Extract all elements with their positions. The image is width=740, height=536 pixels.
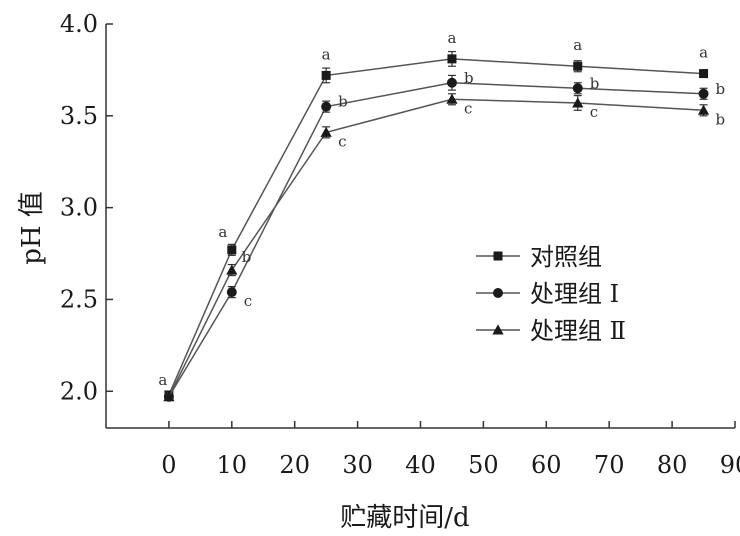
square-marker (573, 61, 583, 71)
triangle-marker (320, 126, 332, 137)
y-tick-label: 3.0 (60, 194, 98, 222)
square-marker (699, 69, 709, 79)
x-tick-label: 40 (405, 451, 436, 479)
plot-area: 2.0 2.5 3.0 3.5 4.0 0 10 20 30 40 50 60 70 80 90 a a a a… (60, 10, 740, 479)
series-3 (163, 93, 710, 402)
x-tick-label: 60 (531, 451, 562, 479)
circle-marker (226, 287, 237, 298)
significance-label: b (716, 80, 726, 98)
legend-item: 处理组 Ⅰ (476, 280, 619, 308)
square-marker (321, 70, 331, 80)
triangle-marker (446, 93, 458, 104)
significance-label: b (338, 93, 348, 111)
series-layer (163, 50, 710, 402)
series-line (168, 98, 704, 398)
y-axis-title: pH 值 (17, 191, 47, 265)
x-tick-label: 20 (279, 451, 310, 479)
significance-label: a (573, 36, 582, 54)
y-tick-label: 2.5 (60, 285, 98, 313)
series-line (168, 58, 704, 396)
square-marker (227, 245, 237, 255)
x-tick-label: 10 (217, 451, 248, 479)
significance-label: c (590, 103, 598, 121)
x-tick-label: 80 (657, 451, 688, 479)
y-tick-label: 4.0 (60, 10, 98, 38)
circle-marker (572, 83, 583, 94)
significance-label: b (590, 74, 600, 92)
x-tick-label: 70 (594, 451, 625, 479)
circle-marker (493, 288, 503, 298)
legend-label: 对照组 (530, 243, 602, 271)
square-marker (447, 54, 457, 64)
x-tick-label: 30 (342, 451, 373, 479)
y-tick-label: 2.0 (60, 377, 98, 405)
significance-label: c (244, 292, 252, 310)
significance-label: c (338, 132, 346, 150)
triangle-marker (492, 324, 504, 335)
significance-label: c (464, 99, 472, 117)
legend-label: 处理组 Ⅱ (530, 317, 626, 345)
legend-item: 对照组 (476, 243, 602, 271)
triangle-marker (572, 97, 584, 108)
triangle-marker (697, 104, 710, 115)
significance-label: a (447, 29, 456, 47)
x-tick-label: 90 (720, 451, 740, 479)
x-tick-label: 50 (468, 451, 499, 479)
legend-label: 处理组 Ⅰ (530, 280, 619, 308)
triangle-marker (226, 264, 238, 275)
circle-marker (446, 77, 457, 88)
y-axis-ticks: 2.0 2.5 3.0 3.5 4.0 (60, 10, 113, 405)
significance-label: a (699, 44, 708, 62)
x-axis-title: 贮藏时间/d (340, 503, 469, 533)
circle-marker (698, 88, 709, 99)
circle-marker (321, 101, 332, 112)
triangle-marker (163, 391, 175, 402)
series-line (168, 82, 704, 398)
legend-item: 处理组 Ⅱ (476, 317, 626, 345)
x-axis-ticks: 0 10 20 30 40 50 60 70 80 90 (161, 421, 740, 479)
y-tick-label: 3.5 (60, 102, 98, 130)
x-tick-label: 0 (161, 451, 176, 479)
square-marker (493, 251, 503, 261)
significance-label: a (322, 45, 331, 63)
significance-label: b (464, 69, 474, 87)
significance-label: b (716, 110, 726, 128)
significance-label: a (158, 371, 167, 389)
significance-label: b (242, 248, 252, 266)
significance-label: a (218, 223, 227, 241)
series-2 (163, 74, 709, 402)
